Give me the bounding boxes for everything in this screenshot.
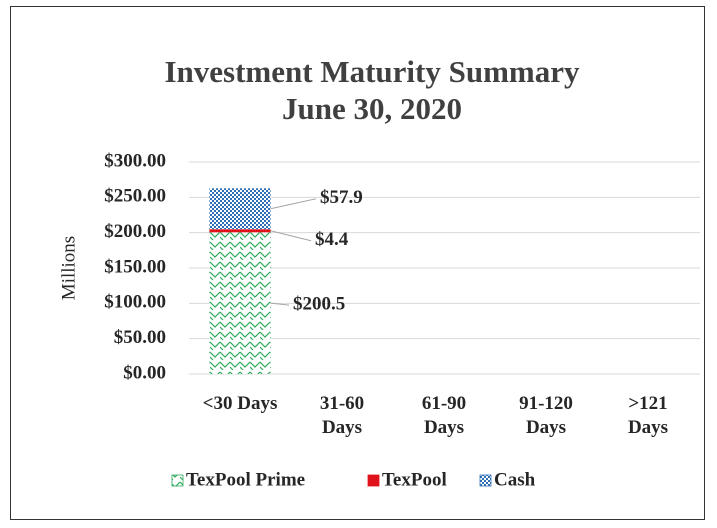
x-tick-text: >121 Days	[627, 393, 669, 438]
bar-segment	[209, 229, 271, 233]
x-tick-text: <30 Days	[202, 393, 278, 414]
x-tick-label: 61-90 Days	[393, 392, 495, 440]
bar-segment	[209, 232, 271, 374]
bar-segment-bg	[209, 229, 271, 233]
y-tick-label: $150.00	[104, 256, 166, 277]
leader-line	[270, 302, 290, 306]
bar-segment-pattern	[209, 188, 271, 230]
y-tick-label: $250.00	[104, 186, 166, 207]
x-tick-text: 31-60 Days	[319, 393, 365, 438]
legend-label: TexPool Prime	[186, 469, 305, 490]
y-tick-label: $0.00	[123, 362, 166, 383]
legend-swatch-bg	[367, 474, 380, 487]
chart-subtitle: June 30, 2020	[282, 91, 462, 126]
x-tick-text: 91-120 Days	[519, 393, 573, 438]
y-tick-label: $200.00	[104, 221, 166, 242]
bar-segment-pattern	[209, 232, 271, 374]
leader-line	[270, 198, 317, 210]
legend-label: TexPool	[382, 469, 447, 490]
chart-title: Investment Maturity Summary	[164, 54, 580, 89]
x-tick-label: <30 Days	[189, 392, 291, 416]
leader-line	[270, 230, 312, 242]
chart-border	[10, 6, 705, 520]
legend-swatch	[172, 475, 183, 486]
data-label: $4.4	[315, 229, 349, 250]
x-tick-text: 61-90 Days	[421, 393, 467, 438]
y-axis-label: Millions	[58, 236, 79, 300]
x-tick-label: 31-60 Days	[291, 392, 393, 440]
y-tick-label: $100.00	[104, 292, 166, 313]
legend-swatch	[480, 475, 491, 486]
x-tick-label: 91-120 Days	[495, 392, 597, 440]
x-tick-label: >121 Days	[597, 392, 699, 440]
bar-segment	[209, 188, 271, 230]
y-tick-label: $300.00	[104, 150, 166, 171]
y-tick-label: $50.00	[114, 327, 166, 348]
data-label: $57.9	[320, 187, 363, 208]
data-label: $200.5	[293, 294, 345, 315]
legend-label: Cash	[494, 469, 536, 490]
